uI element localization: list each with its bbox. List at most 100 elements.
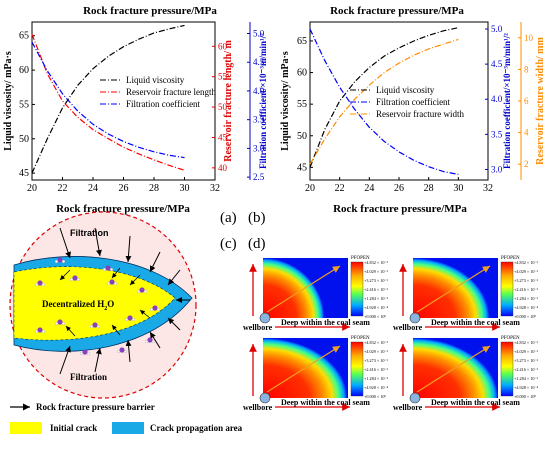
chart-a-right1-tick-label: 50	[218, 102, 228, 112]
chart-b-legend: Liquid viscosity Filtration coefficient …	[350, 85, 464, 119]
barrier-arrow	[65, 325, 76, 337]
legend-initial-crack: Initial crack	[50, 423, 97, 433]
h2o-end: O	[107, 299, 114, 309]
barrier-arrow	[94, 227, 102, 257]
water-molecule-h	[106, 281, 111, 286]
water-molecule-h	[61, 259, 66, 264]
chart-a-x-tick-label: 30	[180, 183, 190, 194]
propagation-direction-arrow	[266, 265, 341, 313]
chart-a-y-tick-label: 50	[19, 134, 29, 145]
chart-a-x-tick-label: 20	[27, 183, 37, 194]
water-molecule-h	[109, 267, 114, 272]
water-molecule-o	[57, 319, 63, 325]
water-molecule-o	[109, 279, 115, 285]
chart-b-y-tick-label: 55	[297, 99, 307, 110]
water-molecule-h	[41, 329, 46, 334]
chart-b-ylabel-left: Liquid viscosity/ mPa·s	[280, 51, 291, 151]
chart-a-right2-tick-label: 3.0	[253, 143, 265, 153]
chart-a-legend-item: Reservoir fracture length	[126, 87, 216, 97]
water-molecule-o	[139, 287, 145, 293]
chart-a-right2-tick-label: 4.0	[253, 86, 265, 96]
deep-coal-seam-label: Deep within the coal seam	[431, 398, 520, 407]
barrier-arrow	[94, 347, 102, 373]
deep-coal-seam-label: Deep within the coal seam	[281, 318, 370, 327]
water-molecule-o	[72, 275, 78, 281]
colorbar-title: PFOPEN	[351, 256, 370, 261]
propagation-swatch	[112, 422, 144, 434]
propagation-direction-arrow	[416, 345, 491, 393]
chart-a-right2-tick-label: 3.5	[253, 115, 265, 125]
water-molecule-h	[69, 277, 74, 282]
colorbar-tick-label: +0.000 × 10⁰	[514, 394, 536, 399]
propagation-direction-arrow	[416, 265, 491, 313]
water-molecule-h	[131, 317, 136, 322]
barrier-arrow	[167, 269, 181, 286]
chart-a-x-tick-label: 26	[119, 183, 129, 194]
colorbar-tick-label: +4.832 × 10⁻³	[514, 340, 539, 345]
wellbore-icon	[409, 392, 421, 404]
chart-b-right2-tick-label: 2	[524, 159, 529, 169]
chart-b-right1-tick-label: 3.5	[491, 129, 503, 139]
water-molecule-o	[57, 257, 63, 263]
colorbar	[350, 261, 364, 317]
colorbar-tick-label: +3.273 × 10⁻³	[364, 278, 389, 283]
fracture-opening-zone	[263, 258, 325, 318]
chart-a-x-tick-label: 24	[88, 183, 98, 194]
barrier-arrow	[59, 269, 71, 281]
chart-b-legend-item: Filtration coefficient	[376, 97, 451, 107]
chart-a-y-tick-label: 60	[19, 65, 29, 76]
barrier-arrow	[111, 324, 121, 336]
chart-b-ylabel-right2: Reservoir fracture width/ mm	[535, 37, 546, 165]
chart-b-x-tick-label: 32	[483, 183, 493, 194]
chart-b-right1-tick-label: 3.0	[491, 164, 503, 174]
chart-b-right1-tick-label: 4.5	[491, 59, 503, 69]
water-molecule-o	[82, 349, 88, 355]
chart-b-x-tick-label: 24	[364, 183, 374, 194]
chart-b-x-tick-label: 22	[335, 183, 345, 194]
chart-a-right1-tick-label: 55	[218, 72, 228, 82]
chart-a-right2-tick-label: 5.0	[253, 28, 265, 38]
water-molecule-h	[96, 324, 101, 329]
water-molecule-o	[152, 305, 158, 311]
water-molecule-h	[144, 339, 149, 344]
chart-b-series-line	[309, 38, 459, 165]
chart-a-x-tick-label: 28	[149, 183, 159, 194]
barrier-arrow	[167, 317, 181, 331]
deep-coal-seam-label: Deep within the coal seam	[281, 398, 370, 407]
water-molecule-h	[151, 339, 156, 344]
water-molecule-h	[143, 289, 148, 294]
chart-b-legend-item: Liquid viscosity	[376, 85, 435, 95]
barrier-arrow	[59, 227, 71, 259]
water-molecule-h	[34, 282, 39, 287]
chart-b-series-line	[309, 27, 459, 168]
chart-b-right1-tick-label: 5.0	[491, 24, 503, 34]
chart-b-x-tick-label: 28	[424, 183, 434, 194]
chart-b-legend-item: Reservoir fracture width	[376, 109, 464, 119]
barrier-arrow	[149, 331, 161, 349]
chart-b-title: Rock fracture pressure/MPa	[330, 5, 464, 17]
filtration-label-bottom: Filtration	[70, 372, 107, 382]
colorbar-tick-label: +3.273 × 10⁻³	[514, 358, 539, 363]
chart-a-series-line	[31, 24, 185, 174]
colorbar-tick-label: +4.832 × 10⁻³	[364, 260, 389, 265]
colorbar-tick-label: +0.000 × 10⁰	[514, 314, 536, 319]
colorbar-tick-label: +0.000 × 10⁰	[364, 394, 386, 399]
water-molecule-h	[89, 324, 94, 329]
chart-b-right2-tick-label: 6	[524, 96, 529, 106]
colorbar-tick-label: +3.273 × 10⁻³	[364, 358, 389, 363]
colorbar-tick-label: +2.416 × 10⁻³	[514, 287, 539, 292]
colorbar-tick-label: +4.029 × 10⁻³	[364, 349, 389, 354]
barrier-arrow	[139, 309, 151, 319]
water-molecule-o	[37, 327, 43, 333]
chart-a-legend: Liquid viscosity Reservoir fracture leng…	[100, 75, 216, 109]
chart-b-y-tick-label: 50	[297, 131, 307, 142]
colorbar-tick-label: +4.029 × 10⁻³	[364, 269, 389, 274]
water-molecule-h	[76, 277, 81, 282]
water-molecule-h	[102, 267, 107, 272]
water-molecule-h	[61, 321, 66, 326]
wellbore-label: wellbore	[243, 403, 273, 412]
chart-a-right1-tick-label: 45	[218, 132, 228, 142]
water-molecule-h	[86, 351, 91, 356]
